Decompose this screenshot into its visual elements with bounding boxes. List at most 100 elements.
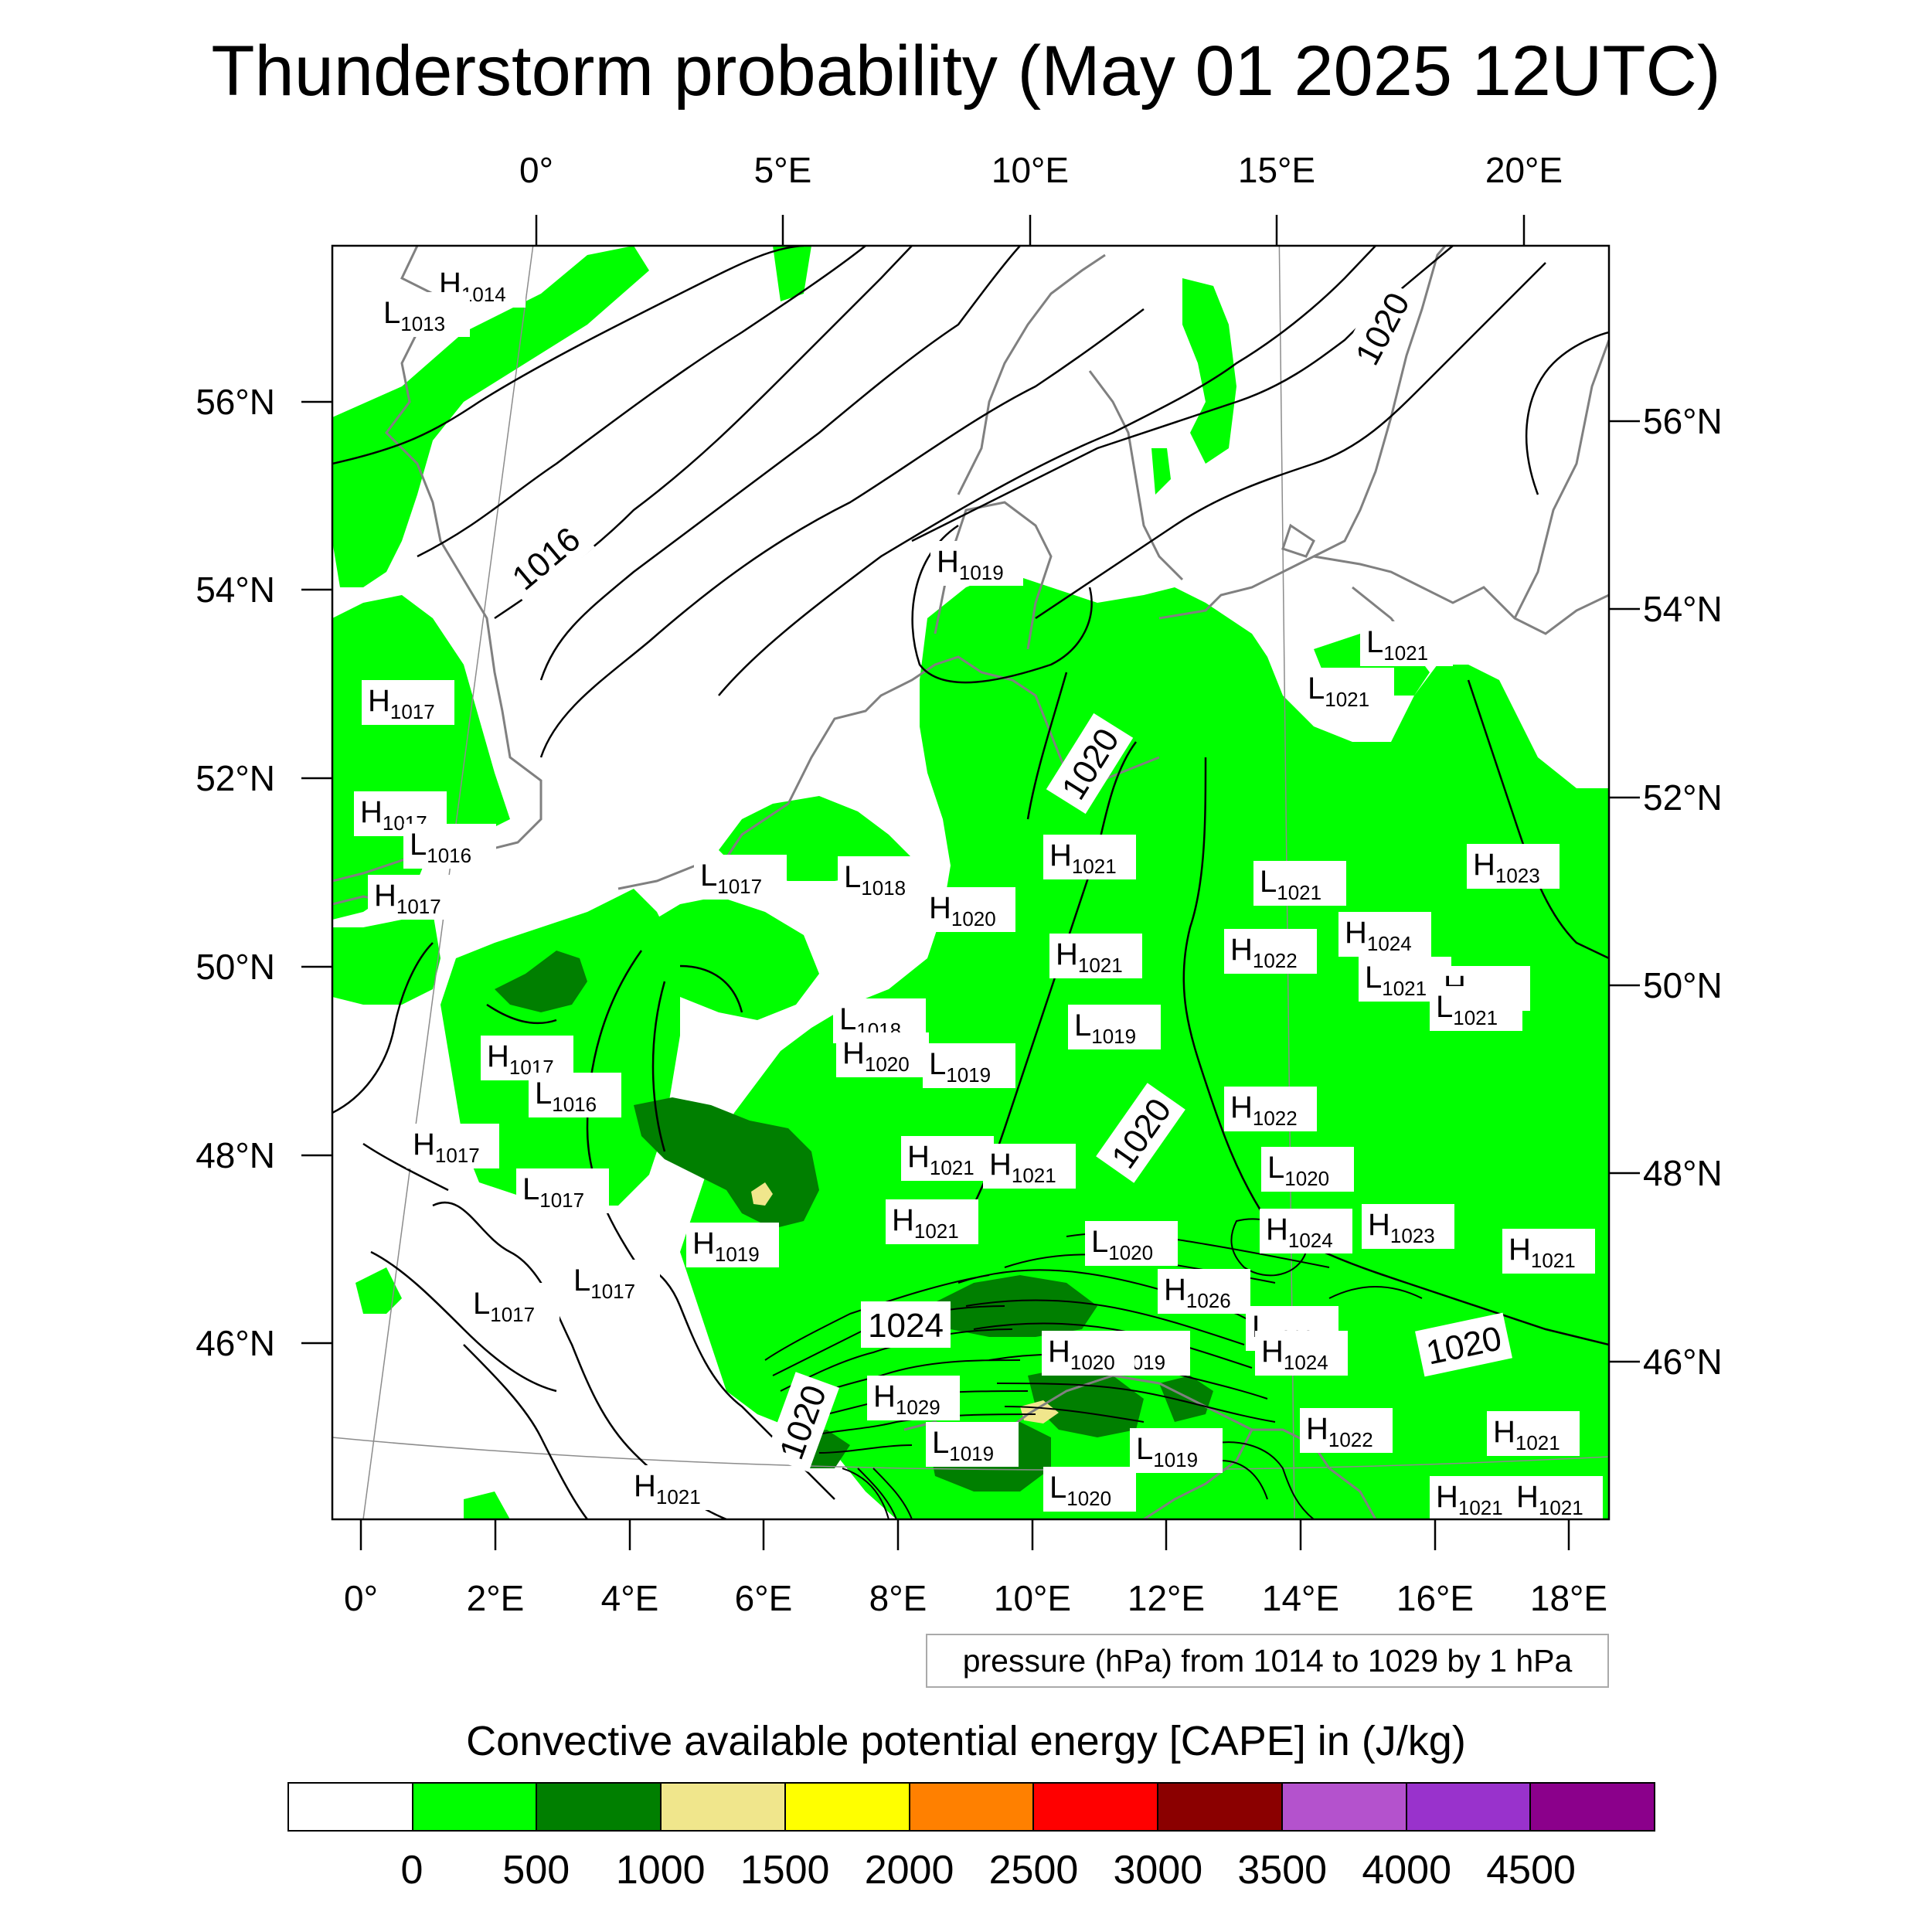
tick-label: 50°N	[1643, 965, 1723, 1005]
tick-label: 46°N	[196, 1323, 275, 1363]
pressure-center-label: H1017	[368, 875, 461, 920]
pressure-center-label: L1021	[1430, 986, 1522, 1031]
pressure-center-label: H1024	[1338, 912, 1431, 957]
colorbar-tick-label: 1000	[615, 1848, 706, 1893]
tick-label: 52°N	[1643, 777, 1723, 818]
svg-text:H1021: H1021	[1516, 1480, 1583, 1519]
svg-text:L1021: L1021	[1308, 672, 1369, 711]
right-axis-labels: 56°N 54°N 52°N 50°N 48°N 46°N	[1643, 401, 1723, 1382]
svg-text:H1020: H1020	[842, 1036, 910, 1076]
pressure-center-label: H1021	[1430, 1476, 1522, 1519]
svg-text:H1023: H1023	[1368, 1208, 1435, 1247]
pressure-center-label: L1020	[1085, 1221, 1178, 1266]
tick-label: 12°E	[1128, 1578, 1205, 1618]
svg-text:H1026: H1026	[1164, 1273, 1231, 1312]
svg-text:H1019: H1019	[937, 545, 1004, 584]
pressure-center-label: H1021	[983, 1144, 1076, 1189]
svg-text:L1017: L1017	[700, 859, 762, 898]
svg-text:L1017: L1017	[522, 1172, 584, 1212]
svg-text:L1021: L1021	[1365, 961, 1427, 1000]
pressure-center-label: H1026	[1158, 1269, 1250, 1314]
top-axis-labels: 0° 5°E 10°E 15°E 20°E	[519, 150, 1563, 190]
tick-label: 56°N	[196, 382, 275, 422]
pressure-center-label: L1016	[403, 824, 496, 869]
map-frame	[331, 244, 1611, 1521]
svg-text:H1021: H1021	[989, 1148, 1056, 1187]
pressure-center-label: H1022	[1224, 1087, 1317, 1131]
svg-text:H1021: H1021	[1436, 1480, 1503, 1519]
pressure-center-label: H1020	[1042, 1331, 1134, 1376]
pressure-center-label: H1021	[1510, 1476, 1603, 1519]
svg-text:L1017: L1017	[573, 1264, 635, 1303]
tick-label: 46°N	[1643, 1342, 1723, 1382]
colorbar-tick-label: 4500	[1486, 1848, 1576, 1893]
tick-label: 8°E	[869, 1578, 927, 1618]
svg-text:H1020: H1020	[1048, 1335, 1115, 1374]
svg-text:L1019: L1019	[1136, 1432, 1198, 1471]
pressure-center-label: L1019	[926, 1422, 1019, 1467]
colorbar-tick-label: 2500	[988, 1848, 1079, 1893]
colorbar-tick-label: 4000	[1362, 1848, 1452, 1893]
colorbar-swatch	[1531, 1784, 1655, 1830]
colorbar-swatch	[289, 1784, 413, 1830]
tick-label: 16°E	[1396, 1578, 1474, 1618]
svg-text:H1021: H1021	[1049, 838, 1117, 878]
tick-label: 0°	[344, 1578, 378, 1618]
pressure-center-label: H1017	[362, 680, 454, 725]
tick-label: 50°N	[196, 947, 275, 987]
svg-text:H1024: H1024	[1266, 1213, 1333, 1252]
pressure-center-label: L1017	[694, 855, 787, 900]
pressure-center-label: L1019	[1068, 1005, 1161, 1049]
svg-text:H1017: H1017	[368, 684, 435, 723]
svg-text:H1029: H1029	[873, 1379, 940, 1419]
svg-text:L1019: L1019	[929, 1047, 991, 1087]
svg-text:L1020: L1020	[1267, 1151, 1329, 1190]
tick-label: 2°E	[467, 1578, 525, 1618]
colorbar-swatch	[910, 1784, 1035, 1830]
pressure-center-label: H1021	[901, 1136, 994, 1181]
pressure-center-label: H1019	[930, 541, 1023, 586]
tick-label: 48°N	[1643, 1153, 1723, 1193]
svg-text:L1020: L1020	[1049, 1471, 1111, 1510]
tick-label: 18°E	[1530, 1578, 1607, 1618]
colorbar-title: Convective available potential energy [C…	[466, 1718, 1466, 1764]
svg-text:H1017: H1017	[487, 1039, 554, 1079]
colorbar-swatch	[1406, 1784, 1532, 1830]
pressure-center-label: L1016	[529, 1073, 621, 1117]
left-axis-labels: 56°N 54°N 52°N 50°N 48°N 46°N	[196, 382, 275, 1363]
svg-text:L1019: L1019	[1074, 1009, 1136, 1048]
svg-text:H1021: H1021	[892, 1203, 959, 1243]
colorbar-swatch	[1282, 1784, 1407, 1830]
svg-text:H1023: H1023	[1473, 848, 1540, 887]
svg-text:H1021: H1021	[634, 1469, 701, 1509]
svg-text:H1019: H1019	[692, 1226, 760, 1266]
pressure-center-label: H1021	[1502, 1229, 1595, 1274]
svg-text:H1021: H1021	[1056, 937, 1123, 977]
cape-1000-1500-areas	[751, 1182, 1059, 1423]
svg-text:H1022: H1022	[1306, 1412, 1373, 1451]
pressure-center-label: H1023	[1467, 844, 1560, 889]
svg-text:L1018: L1018	[844, 860, 906, 900]
tick-label: 20°E	[1485, 150, 1563, 190]
svg-text:L1017: L1017	[473, 1287, 535, 1326]
pressure-center-label: H1024	[1255, 1331, 1348, 1376]
pressure-center-label: H1017	[406, 1124, 499, 1168]
svg-text:H1022: H1022	[1230, 1090, 1298, 1130]
pressure-center-label: H1021	[1049, 934, 1142, 978]
contour-label: 1024	[868, 1307, 944, 1345]
svg-text:H1021: H1021	[1493, 1415, 1560, 1454]
svg-text:L1021: L1021	[1260, 865, 1321, 904]
pressure-center-label: H1019	[686, 1223, 779, 1267]
svg-text:H1022: H1022	[1230, 933, 1298, 972]
figure-title: Thunderstorm probability (May 01 2025 12…	[211, 32, 1721, 111]
colorbar-tick-label: 0	[400, 1848, 423, 1893]
pressure-center-label: L1020	[1261, 1147, 1354, 1192]
svg-text:L1020: L1020	[1091, 1225, 1153, 1264]
colorbar-swatch	[1034, 1784, 1159, 1830]
tick-label: 4°E	[601, 1578, 659, 1618]
tick-marks	[301, 215, 1640, 1550]
pressure-center-label: H1021	[628, 1465, 720, 1510]
colorbar-tick-label: 1500	[740, 1848, 830, 1893]
pressure-center-label: H1022	[1300, 1408, 1393, 1453]
pressure-center-label: L1018	[838, 856, 930, 901]
